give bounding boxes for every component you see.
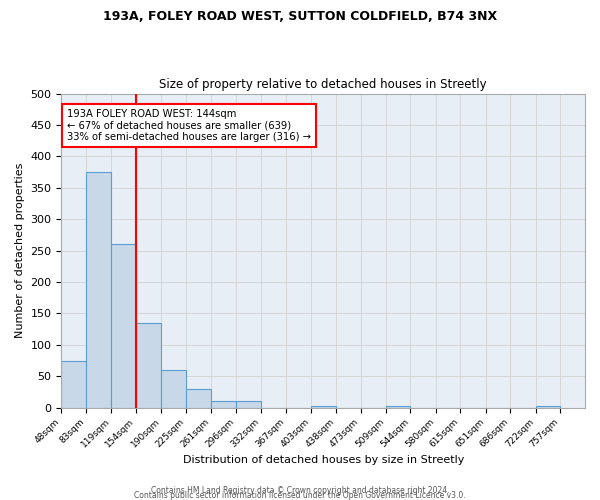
Text: 193A FOLEY ROAD WEST: 144sqm
← 67% of detached houses are smaller (639)
33% of s: 193A FOLEY ROAD WEST: 144sqm ← 67% of de… (67, 110, 311, 142)
Bar (86, 172, 110, 408)
Bar (386, 406, 410, 407)
Bar (211, 402, 236, 407)
Bar (311, 406, 336, 407)
Bar (112, 244, 136, 408)
X-axis label: Distribution of detached houses by size in Streetly: Distribution of detached houses by size … (182, 455, 464, 465)
Title: Size of property relative to detached houses in Streetly: Size of property relative to detached ho… (160, 78, 487, 91)
Bar (136, 323, 161, 407)
Bar (161, 370, 186, 408)
Y-axis label: Number of detached properties: Number of detached properties (15, 163, 25, 338)
Text: Contains HM Land Registry data © Crown copyright and database right 2024.: Contains HM Land Registry data © Crown c… (151, 486, 449, 495)
Bar (536, 406, 560, 407)
Bar (61, 360, 86, 408)
Text: 193A, FOLEY ROAD WEST, SUTTON COLDFIELD, B74 3NX: 193A, FOLEY ROAD WEST, SUTTON COLDFIELD,… (103, 10, 497, 23)
Text: Contains public sector information licensed under the Open Government Licence v3: Contains public sector information licen… (134, 491, 466, 500)
Bar (186, 389, 211, 407)
Bar (236, 402, 260, 407)
